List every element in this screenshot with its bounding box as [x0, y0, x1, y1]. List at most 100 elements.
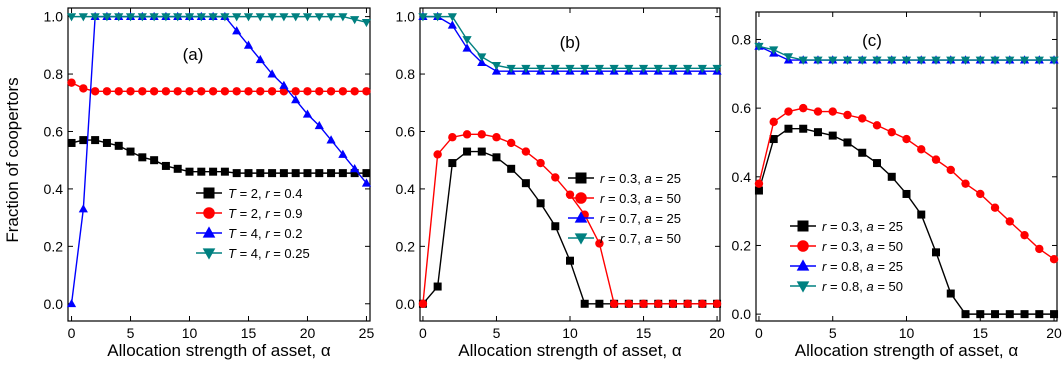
data-point [462, 43, 472, 52]
data-point [150, 156, 159, 165]
data-point [624, 299, 634, 308]
data-point [1049, 255, 1059, 264]
y-tick-label: 0.6 [396, 123, 416, 139]
data-point [350, 16, 360, 25]
data-point [338, 13, 348, 22]
data-point [279, 80, 289, 89]
data-point [149, 13, 159, 22]
data-point [916, 56, 926, 65]
legend-label-part: r [265, 226, 270, 241]
data-point [173, 13, 183, 22]
data-point [79, 136, 88, 145]
data-point [448, 133, 457, 142]
data-point [243, 13, 254, 22]
y-tick-label: 1.0 [44, 9, 64, 25]
x-tick-label: 25 [359, 325, 375, 341]
y-tick-label: 0.6 [732, 100, 752, 116]
legend-label-part: a [644, 231, 651, 246]
data-point [361, 18, 372, 28]
panel-label: (a) [183, 45, 204, 64]
data-point [580, 64, 590, 74]
legend-label-part: r [600, 231, 605, 246]
data-point [609, 64, 619, 74]
data-point [477, 130, 486, 139]
data-point [976, 189, 985, 199]
y-tick-label: 0.0 [44, 296, 64, 312]
data-point [184, 13, 195, 22]
data-point [872, 121, 882, 130]
y-tick-label: 0.8 [396, 66, 416, 82]
y-tick-label: 0.8 [732, 31, 752, 47]
data-point [828, 56, 838, 65]
panel-label: (b) [560, 33, 581, 52]
legend-label-part: T [228, 226, 237, 241]
data-point [535, 64, 546, 74]
data-point [1050, 310, 1059, 319]
data-point [255, 54, 265, 64]
data-point [114, 141, 123, 150]
data-point [79, 84, 88, 93]
data-point [220, 13, 230, 22]
data-point [843, 110, 852, 120]
legend-marker [796, 259, 810, 271]
data-point [114, 13, 124, 22]
data-point [1049, 56, 1059, 65]
data-point [697, 64, 707, 74]
data-point [946, 165, 955, 175]
data-point [447, 20, 457, 29]
data-point [303, 169, 312, 178]
data-point [338, 149, 348, 158]
data-point [433, 150, 442, 159]
x-tick-label: 10 [899, 325, 915, 341]
data-point [507, 164, 516, 173]
data-point [267, 87, 277, 96]
x-tick-label: 20 [709, 325, 725, 341]
legend-label-part: = 0.2 [270, 226, 303, 241]
data-point [244, 87, 253, 96]
data-point [1005, 56, 1015, 65]
legend-label-part: T [228, 206, 237, 221]
data-point [872, 56, 882, 65]
data-point [138, 87, 147, 96]
data-point [114, 87, 123, 96]
data-point [1034, 56, 1044, 65]
legend-label-part: T [228, 186, 237, 201]
data-point [551, 222, 560, 231]
data-point [784, 124, 793, 133]
x-tick-label: 0 [68, 325, 76, 341]
data-point [521, 179, 530, 188]
legend-label-part: = 0.3, [826, 219, 866, 234]
legend-marker [202, 248, 216, 260]
data-point [754, 42, 764, 52]
x-tick-label: 15 [241, 325, 257, 341]
data-point [1035, 244, 1044, 254]
data-point [291, 13, 301, 22]
data-point [137, 13, 147, 22]
y-tick-label: 0.4 [396, 181, 416, 197]
data-point [857, 56, 867, 65]
legend-label-part: = 0.7, [604, 211, 644, 226]
panel-a: 0 5 10 15 20 25 0.0 0.2 0.4 0.6 0.8 1.0 Allocation s… [44, 7, 375, 360]
data-point [609, 299, 619, 308]
data-point [784, 107, 793, 116]
data-point [536, 158, 545, 168]
data-point [858, 148, 867, 157]
y-tick-label: 0.8 [44, 66, 64, 82]
legend-label-part: = 0.8, [826, 259, 866, 274]
data-point [843, 138, 852, 147]
data-point [279, 13, 289, 22]
data-point [161, 13, 171, 22]
data-point [917, 145, 926, 154]
data-point [267, 13, 277, 22]
legend-label-part: = 25 [652, 171, 681, 186]
x-tick-label: 5 [829, 325, 837, 341]
legend-label-part: r [265, 246, 270, 261]
data-point [66, 298, 77, 308]
legend-label-part: = 4, [236, 246, 265, 261]
data-point [712, 64, 722, 74]
legend-label-part: r [600, 171, 605, 186]
data-point [491, 62, 502, 71]
data-point [90, 87, 100, 96]
data-point [67, 78, 76, 87]
